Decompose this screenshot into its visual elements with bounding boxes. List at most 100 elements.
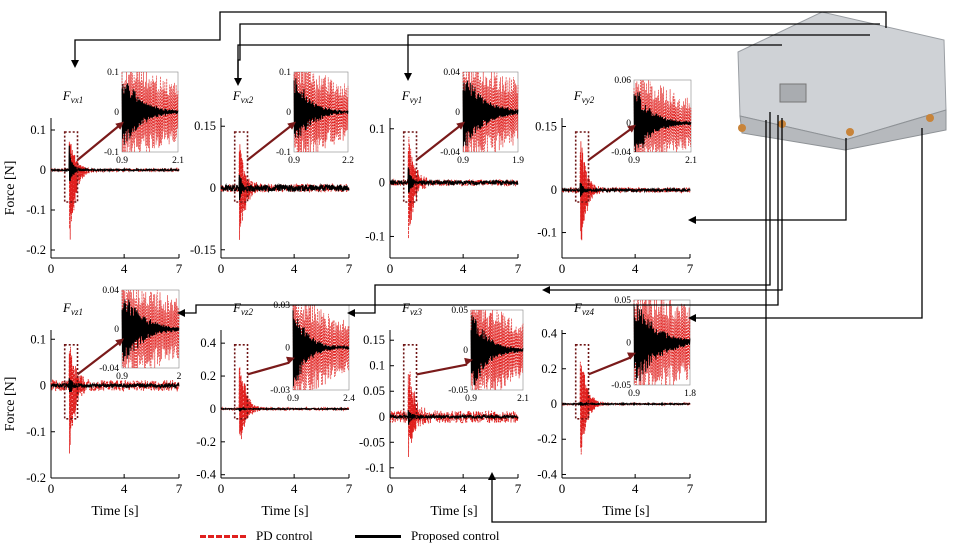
- title-fvz3: Fvz3: [401, 300, 422, 317]
- x-tick-label-fvz1: 7: [176, 481, 183, 496]
- y-tick-label-fvz4: 0.4: [541, 327, 557, 341]
- x-tick-label-fvx2: 0: [218, 261, 225, 276]
- inset-fvy2: 0.9 2.1 0.06 0 -0.04: [611, 76, 697, 166]
- connector-arrowhead-8: [488, 472, 496, 480]
- title-fvz2: Fvz2: [232, 300, 253, 317]
- inset-y-tick-label-fvy2: -0.04: [611, 148, 631, 158]
- title-sub-fvy1: vy1: [410, 95, 423, 105]
- inset-trace-pd-fvz3: [470, 309, 524, 391]
- inset-y-tick-label-fvz3: 0: [463, 346, 468, 356]
- y-tick-label-fvz1: 0.1: [30, 332, 46, 346]
- zoom-box-fvz4: [574, 343, 590, 420]
- zoom-arrow-fvz2: [247, 361, 290, 376]
- zoom-box-fvx1: [63, 131, 79, 203]
- connector-lines: [74, 11, 923, 523]
- zoom-arrow-head-fvz4: [627, 352, 636, 360]
- platform-base: [739, 109, 947, 151]
- y-tick-label-fvz3: -0.1: [365, 461, 385, 475]
- inset-y-tick-label-fvz4: 0: [626, 339, 631, 349]
- x-tick-label-fvx2: 7: [346, 261, 353, 276]
- inset-trace-proposed-fvz1: [121, 299, 180, 362]
- inset-trace-pd-fvy2: [633, 79, 692, 153]
- inset-trace-proposed-fvz2: [292, 310, 350, 387]
- y-tick-label-fvy1: -0.1: [365, 229, 385, 243]
- trace-proposed-fvz1: [50, 378, 180, 393]
- x-tick-label-fvy2: 4: [632, 261, 639, 276]
- inset-x-tick-label-fvz4: 0.9: [628, 389, 640, 399]
- y-tick-label-fvy1: 0: [379, 176, 385, 190]
- inset-x-tick-label-fvx2: 0.9: [288, 156, 300, 166]
- zoom-arrow-head-fvz1: [115, 338, 124, 347]
- connector-arrowhead-7: [177, 309, 185, 317]
- inset-x-tick-label-fvx1: 2.1: [172, 156, 184, 166]
- zoom-arrow-head-fvy1: [456, 121, 465, 130]
- legend-pd-swatch: [200, 534, 246, 538]
- y-tick-label-fvz1: -0.1: [26, 425, 46, 439]
- trace-proposed-fvy1: [389, 167, 519, 193]
- title-sub-fvz1: vz1: [71, 307, 83, 317]
- y-tick-label-fvy2: -0.1: [537, 226, 557, 240]
- inset-x-tick-label-fvz1: 2: [177, 372, 182, 382]
- inset-y-tick-label-fvz2: -0.03: [270, 386, 290, 396]
- title-fvz1: Fvz1: [62, 300, 83, 317]
- zoom-box-fvz3: [402, 343, 418, 420]
- x-tick-label-fvz2: 4: [291, 481, 298, 496]
- inset-x-tick-label-fvy2: 0.9: [628, 156, 640, 166]
- zoom-box-fvy1: [402, 131, 418, 203]
- subplot-fvy1: 0 4 7 0.1 0 -0.1 Fvy1 0.9 1.9 0.04 0 -0.04: [365, 68, 524, 276]
- y-tick-label-fvz1: 0: [40, 379, 46, 393]
- inset-x-tick-label-fvy1: 1.9: [512, 156, 524, 166]
- x-tick-label-fvy2: 7: [687, 261, 694, 276]
- trace-proposed-fvz2: [220, 406, 350, 412]
- y-tick-label-fvz3: 0.1: [369, 359, 385, 373]
- zoom-arrow-head-fvz3: [464, 357, 473, 366]
- title-fvy1: Fvy1: [401, 88, 422, 105]
- inset-y-tick-label-fvx2: 0: [286, 108, 291, 118]
- zoom-arrow-fvz3: [416, 363, 468, 376]
- inset-trace-pd-fvy1: [462, 71, 519, 153]
- inset-y-tick-label-fvz3: 0.05: [451, 306, 468, 316]
- connector-line-9: [491, 120, 767, 523]
- x-tick-label-fvz4: 7: [687, 481, 694, 496]
- y-tick-label-fvz4: 0: [551, 397, 557, 411]
- inset-fvz1: 0.9 2 0.04 0 -0.04: [99, 286, 181, 382]
- x-tick-label-fvy2: 0: [559, 261, 566, 276]
- xlabel-fvz2: Time [s]: [261, 504, 308, 519]
- sensor-block: [779, 83, 807, 103]
- inset-x-tick-label-fvy2: 2.1: [685, 156, 697, 166]
- zoom-arrow-fvy1: [415, 125, 460, 161]
- inset-x-tick-label-fvx2: 2.2: [342, 156, 354, 166]
- connector-line-0: [74, 11, 887, 62]
- inset-trace-proposed-fvy2: [633, 92, 692, 153]
- trace-proposed-fvx2: [220, 174, 350, 201]
- title-sub-fvy2: vy2: [582, 95, 595, 105]
- zoom-arrow-fvy2: [587, 128, 631, 161]
- x-tick-label-fvx1: 0: [48, 261, 55, 276]
- y-tick-label-fvz2: 0: [210, 402, 216, 416]
- inset-y-tick-label-fvx1: 0.1: [107, 68, 119, 78]
- inset-x-tick-label-fvz3: 2.1: [517, 394, 529, 404]
- y-tick-label-fvz4: 0.2: [541, 362, 557, 376]
- legend-proposed-label: Proposed control: [411, 528, 500, 544]
- y-tick-label-fvz2: -0.4: [196, 468, 217, 482]
- y-tick-label-fvx1: 0.1: [30, 123, 46, 137]
- inset-trace-pd-fvx1: [121, 71, 179, 153]
- inset-fvz4: 0.9 1.8 0.05 0 -0.05: [611, 296, 696, 399]
- title-sub-fvx2: vx2: [241, 95, 254, 105]
- legend-proposed-swatch: [355, 534, 401, 538]
- trace-proposed-fvx1: [50, 145, 180, 182]
- x-tick-label-fvz3: 7: [515, 481, 522, 496]
- y-tick-label-fvz3: 0.05: [363, 384, 385, 398]
- x-tick-label-fvz1: 0: [48, 481, 55, 496]
- zoom-arrow-head-fvx2: [287, 121, 296, 130]
- zoom-arrow-fvx2: [246, 125, 291, 161]
- zoom-box-fvy2: [574, 131, 590, 203]
- title-fvy2: Fvy2: [573, 88, 595, 105]
- x-tick-label-fvy1: 7: [515, 261, 522, 276]
- y-tick-label-fvx2: 0.15: [194, 119, 216, 133]
- y-tick-label-fvy2: 0: [551, 183, 557, 197]
- inset-trace-proposed-fvz4: [633, 304, 691, 382]
- inset-trace-proposed-fvy1: [462, 80, 519, 147]
- inset-trace-proposed-fvz3: [470, 315, 524, 386]
